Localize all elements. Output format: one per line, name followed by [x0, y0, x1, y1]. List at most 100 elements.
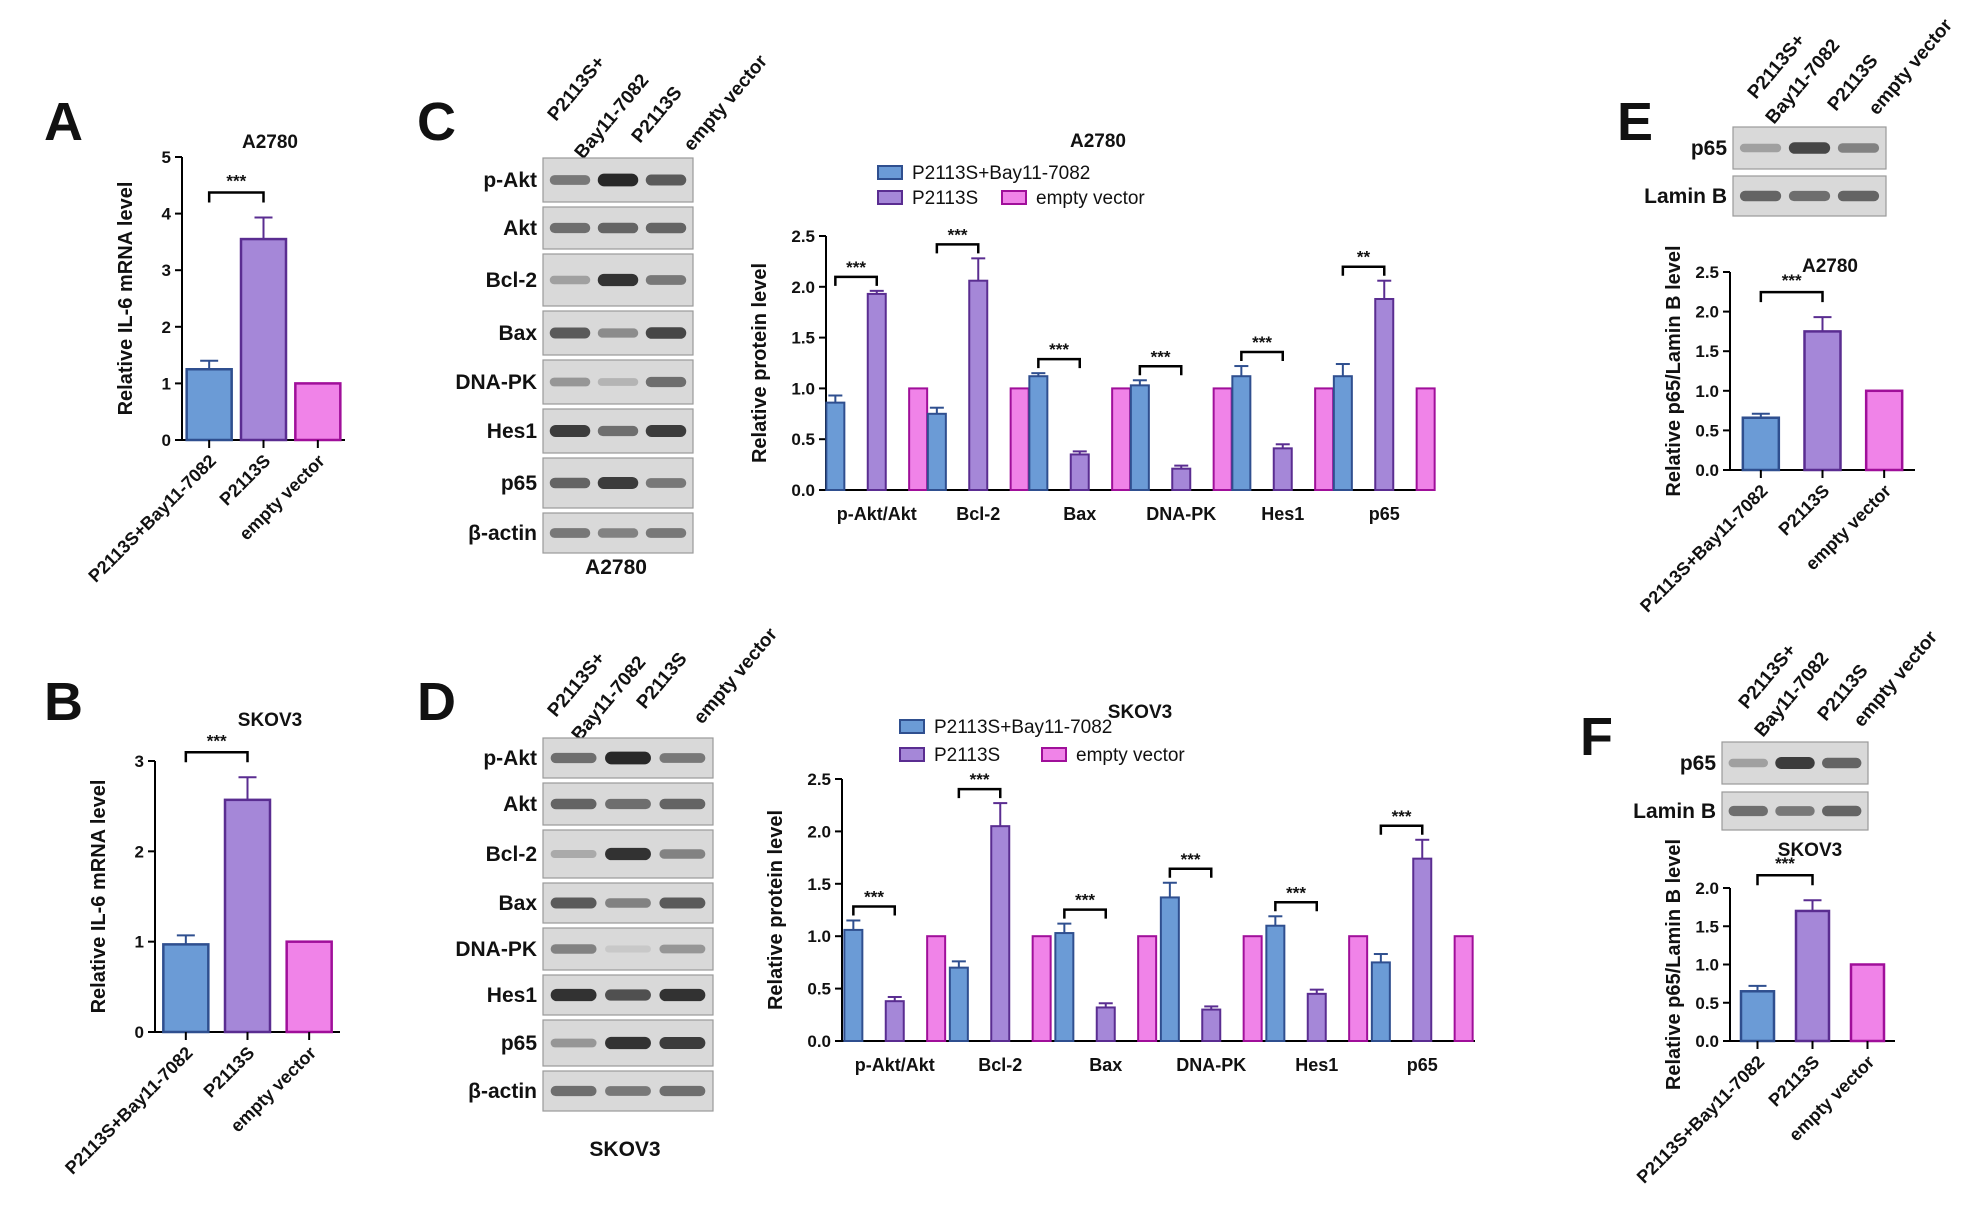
protein-band [597, 528, 639, 538]
significance-label: *** [1075, 891, 1095, 910]
protein-band [605, 751, 651, 765]
significance-bracket [184, 751, 249, 763]
protein-band [605, 847, 651, 861]
y-tick-label: 2.5 [1695, 263, 1719, 282]
y-tick-label: 1.0 [791, 379, 815, 398]
blot-row: Bcl-2 [486, 829, 714, 879]
legend-label: P2113S [934, 745, 1000, 766]
y-tick-label: 1.5 [791, 329, 815, 348]
y-tick-label: 4 [162, 205, 172, 224]
protein-band [645, 174, 687, 186]
significance-label: *** [970, 770, 990, 789]
y-tick-label: 1 [162, 374, 171, 393]
significance-label: *** [864, 887, 884, 906]
legend-label: empty vector [1076, 745, 1185, 766]
chart-e: 0.0 0.5 1.0 1.5 2.0 2.5 Relative p65/Lamin B l… [1636, 245, 1915, 616]
y-tick-label: 1.0 [1695, 956, 1719, 975]
blot-row-label: β-actin [468, 522, 537, 545]
legend-swatch [899, 747, 925, 762]
y-axis-label: Relative protein level [765, 810, 787, 1010]
protein-band [597, 273, 639, 287]
y-tick-label: 0 [162, 431, 171, 450]
y-tick-label: 5 [162, 148, 171, 167]
legend-swatch [877, 165, 903, 180]
y-axis-label: Relative protein level [749, 263, 771, 463]
protein-band [645, 528, 687, 538]
blot-row: Lamin B [1633, 791, 1869, 831]
blot-row-label: Bcl-2 [486, 843, 537, 866]
blot-row-label: p-Akt [483, 747, 537, 770]
protein-band [1739, 143, 1782, 153]
protein-band [597, 328, 639, 338]
protein-band [597, 222, 639, 234]
bar [1031, 935, 1052, 1043]
category-label: p-Akt/Akt [837, 504, 917, 524]
y-tick-label: 1.5 [1695, 342, 1719, 361]
protein-band [605, 898, 651, 908]
blot-row: p-Akt [483, 157, 694, 203]
bar [294, 382, 342, 442]
blot-row: β-actin [468, 1070, 714, 1112]
significance-label: *** [1775, 854, 1795, 873]
lane-label: P2113S [633, 649, 692, 714]
y-tick-label: 1 [135, 933, 144, 952]
category-label: Bax [1063, 504, 1096, 524]
protein-band [1728, 758, 1768, 768]
bar [1137, 935, 1158, 1043]
significance-label: *** [226, 172, 246, 191]
chart-b: 0 1 2 3 Relative IL-6 mRNA level SKOV3 P2113S+… [61, 710, 340, 1178]
protein-band [659, 988, 706, 1002]
bar [866, 292, 887, 491]
y-tick-label: 2.0 [807, 822, 831, 841]
protein-band [659, 798, 706, 810]
bar [1849, 963, 1886, 1043]
category-label: Hes1 [1295, 1055, 1338, 1075]
category-label: P2113S+Bay11-7082 [84, 451, 220, 587]
significance-bracket [1759, 290, 1824, 303]
category-label: P2113S+Bay11-7082 [61, 1043, 197, 1179]
panel-letter-a: A [44, 92, 83, 152]
blot-row: Bcl-2 [486, 253, 694, 307]
blot-row-label: Hes1 [487, 420, 538, 443]
significance-bracket [1379, 824, 1424, 835]
protein-band [550, 752, 597, 764]
bar [1453, 935, 1474, 1043]
panel-letter-c: C [417, 92, 456, 152]
significance-bracket [1138, 365, 1183, 376]
blot-row: p65 [1691, 126, 1887, 170]
blot-cell-line-label: SKOV3 [589, 1138, 660, 1161]
y-tick-label: 2.0 [1695, 879, 1719, 898]
category-label: P2113S+Bay11-7082 [1636, 481, 1772, 617]
blot-row-label: DNA-PK [455, 938, 537, 961]
bar [1201, 1008, 1222, 1042]
y-tick-label: 0.5 [807, 980, 831, 999]
protein-band [645, 327, 687, 339]
blot-row-label: p65 [501, 472, 538, 495]
bar [884, 1000, 905, 1043]
bar [185, 368, 233, 442]
bar [908, 387, 929, 491]
chart-title: A2780 [242, 132, 298, 153]
blot-row-label: β-actin [468, 1080, 537, 1103]
bar [1242, 935, 1263, 1043]
protein-band [550, 897, 597, 909]
y-tick-label: 0 [135, 1023, 144, 1042]
significance-label: *** [1181, 850, 1201, 869]
bar [1028, 375, 1049, 492]
protein-band [1837, 190, 1880, 202]
protein-band [659, 1085, 706, 1097]
significance-bracket [935, 243, 980, 254]
protein-band [1837, 143, 1880, 153]
significance-label: *** [1049, 340, 1069, 359]
bar [1864, 389, 1904, 472]
lane-label: empty vector [690, 624, 782, 729]
protein-band [550, 944, 597, 954]
significance-bracket [834, 275, 878, 286]
panel-letter-b: B [44, 672, 83, 732]
bar [926, 935, 947, 1043]
significance-bracket [1240, 350, 1284, 362]
y-tick-label: 2.5 [807, 770, 831, 789]
bar [239, 237, 288, 442]
